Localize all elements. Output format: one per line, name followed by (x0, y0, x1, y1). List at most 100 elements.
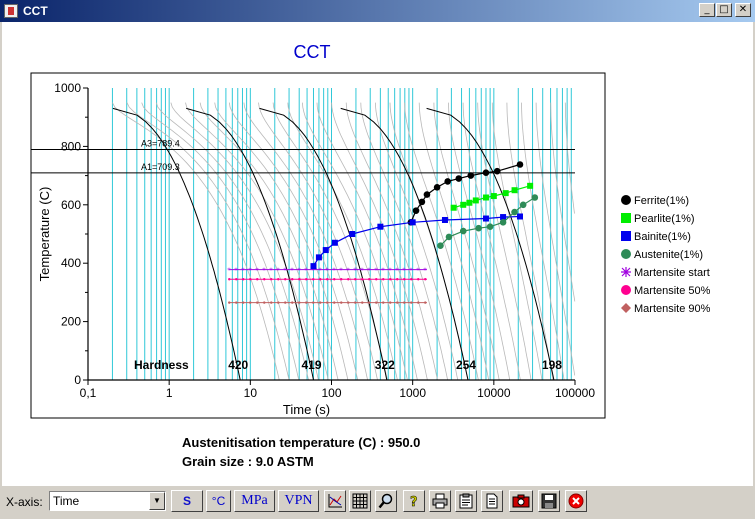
chart-icon[interactable] (324, 490, 346, 512)
martensite-marker (270, 278, 273, 281)
martensite-marker (256, 278, 259, 281)
martensite-marker (375, 301, 378, 304)
print-icon[interactable] (429, 490, 451, 512)
grid-icon[interactable] (349, 490, 371, 512)
martensite-marker (298, 278, 301, 281)
cooling-curve (433, 102, 500, 381)
data-point (516, 161, 524, 168)
java-app-icon (4, 4, 18, 18)
martensite-marker: * (227, 267, 231, 275)
minimize-button[interactable]: _ (699, 3, 715, 17)
hardness-value: 420 (228, 358, 248, 372)
martensite-marker (326, 278, 329, 281)
celsius-button[interactable]: °C (206, 490, 231, 512)
data-point (315, 254, 322, 261)
maximize-button[interactable]: □ (716, 3, 732, 17)
martensite-marker (417, 278, 420, 281)
martensite-marker (340, 278, 343, 281)
legend-marker (621, 285, 631, 295)
seconds-button[interactable]: S (171, 490, 203, 512)
cooling-curve (112, 102, 280, 381)
cooling-curve (126, 102, 290, 381)
legend-label: Martensite start (634, 267, 710, 279)
martensite-marker (347, 301, 350, 304)
zoom-icon[interactable] (375, 490, 397, 512)
martensite-marker: * (325, 267, 329, 275)
hardness-cooling-curve (340, 107, 469, 381)
martensite-marker: * (367, 267, 371, 275)
martensite-marker (424, 278, 427, 281)
austenitisation-temperature: Austenitisation temperature (C) : 950.0 (182, 435, 421, 450)
cooling-curve (491, 102, 543, 381)
data-point (459, 227, 467, 235)
cooling-curve (564, 102, 575, 214)
legend-marker (621, 213, 631, 223)
data-point (467, 172, 475, 179)
cooling-curve (170, 102, 319, 381)
martensite-marker (298, 301, 301, 304)
data-point (500, 214, 507, 221)
martensite-marker: * (241, 267, 245, 275)
legend-label: Pearlite(1%) (634, 213, 695, 225)
martensite-marker (368, 278, 371, 281)
hardness-value: 254 (456, 358, 476, 372)
data-point (331, 239, 338, 246)
window-controls: _ □ ✕ (698, 3, 751, 17)
data-point (482, 169, 490, 176)
data-point (482, 215, 489, 222)
x-tick-label: 10000 (477, 386, 511, 400)
data-point (377, 223, 384, 230)
martensite-marker (347, 278, 350, 281)
svg-text:?: ? (410, 495, 418, 509)
martensite-marker (375, 278, 378, 281)
legend-label: Austenite(1%) (634, 249, 703, 261)
legend-label: Bainite(1%) (634, 231, 691, 243)
save-icon[interactable] (538, 490, 560, 512)
legend-marker (621, 303, 631, 313)
x-tick-label: 10 (244, 386, 258, 400)
mpa-button[interactable]: MPa (234, 490, 275, 512)
vpn-button[interactable]: VPN (278, 490, 319, 512)
data-point (490, 193, 497, 200)
data-point (466, 199, 473, 206)
legend-marker (621, 249, 631, 259)
martensite-marker (361, 278, 364, 281)
martensite-marker (277, 301, 280, 304)
martensite-marker (382, 301, 385, 304)
martensite-marker (277, 278, 280, 281)
martensite-marker: * (388, 267, 392, 275)
data-point (418, 198, 426, 206)
data-point (310, 263, 317, 270)
y-tick-label: 800 (61, 139, 81, 153)
data-point (511, 208, 518, 216)
cooling-curve (404, 102, 479, 381)
cooling-curve (243, 102, 368, 381)
grain-size: Grain size : 9.0 ASTM (182, 454, 314, 469)
y-tick-label: 600 (61, 198, 81, 212)
martensite-marker: * (262, 267, 266, 275)
close-icon[interactable] (565, 490, 587, 512)
help-icon[interactable]: ? (403, 490, 425, 512)
x-tick-label: 1000 (399, 386, 426, 400)
camera-icon[interactable] (509, 490, 533, 512)
x-tick-label: 0,1 (80, 386, 97, 400)
data-point (502, 190, 509, 197)
document-icon[interactable] (481, 490, 503, 512)
chevron-down-icon[interactable]: ▼ (149, 492, 165, 510)
clipboard-icon[interactable] (455, 490, 477, 512)
martensite-marker: * (416, 267, 420, 275)
xaxis-label: X-axis: (6, 495, 43, 509)
martensite-marker (312, 301, 315, 304)
martensite-marker (263, 278, 266, 281)
martensite-marker: * (248, 267, 252, 275)
data-point (511, 187, 518, 194)
martensite-marker: * (381, 267, 385, 275)
close-window-button[interactable]: ✕ (735, 3, 751, 17)
martensite-marker (340, 301, 343, 304)
martensite-marker: * (290, 267, 294, 275)
martensite-marker (305, 301, 308, 304)
xaxis-select[interactable]: Time ▼ (49, 491, 166, 511)
martensite-marker (235, 278, 238, 281)
martensite-marker (354, 301, 357, 304)
